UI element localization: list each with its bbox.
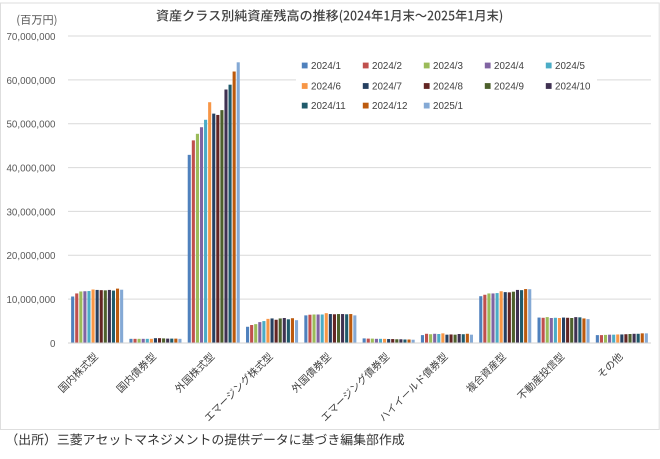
svg-text:2024/12: 2024/12 bbox=[372, 101, 407, 112]
svg-text:2025/1: 2025/1 bbox=[433, 101, 463, 112]
svg-text:2024/2: 2024/2 bbox=[372, 61, 402, 72]
svg-text:20,000,000: 20,000,000 bbox=[6, 251, 56, 262]
svg-text:2024/8: 2024/8 bbox=[433, 82, 464, 93]
svg-text:60,000,000: 60,000,000 bbox=[6, 76, 56, 87]
svg-text:70,000,000: 70,000,000 bbox=[6, 32, 56, 43]
svg-text:10,000,000: 10,000,000 bbox=[6, 295, 56, 306]
svg-text:0: 0 bbox=[50, 339, 56, 350]
svg-text:30,000,000: 30,000,000 bbox=[6, 207, 56, 218]
svg-text:2024/1: 2024/1 bbox=[311, 61, 341, 72]
svg-text:2024/3: 2024/3 bbox=[433, 61, 464, 72]
svg-text:2024/6: 2024/6 bbox=[311, 82, 342, 93]
svg-text:2024/4: 2024/4 bbox=[494, 61, 525, 72]
svg-text:40,000,000: 40,000,000 bbox=[6, 163, 56, 174]
svg-text:2024/7: 2024/7 bbox=[372, 82, 402, 93]
svg-text:2024/11: 2024/11 bbox=[311, 101, 346, 112]
svg-text:2024/5: 2024/5 bbox=[555, 61, 586, 72]
svg-text:2024/10: 2024/10 bbox=[555, 82, 591, 93]
svg-text:2024/9: 2024/9 bbox=[494, 82, 524, 93]
svg-text:50,000,000: 50,000,000 bbox=[6, 120, 56, 131]
